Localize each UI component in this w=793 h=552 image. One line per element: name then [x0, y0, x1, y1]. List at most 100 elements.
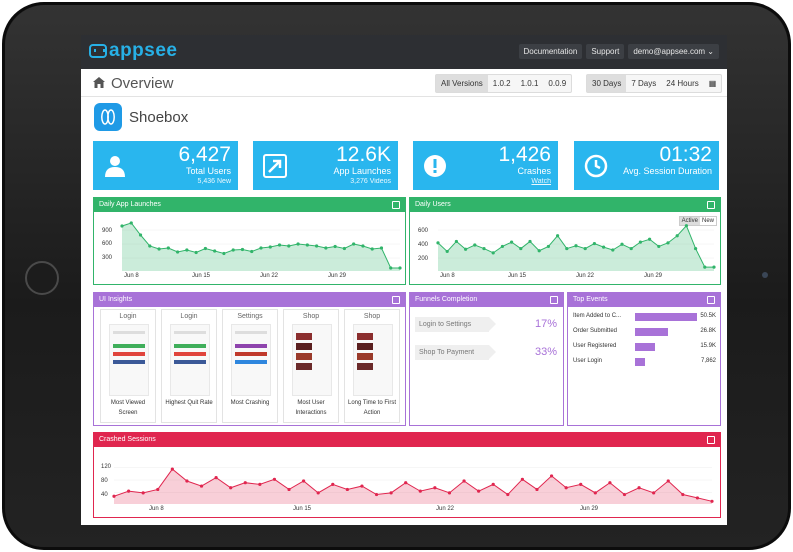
- home-button[interactable]: [25, 261, 59, 295]
- data-point[interactable]: [389, 266, 393, 270]
- data-point[interactable]: [361, 244, 365, 248]
- data-point[interactable]: [333, 244, 337, 249]
- data-point[interactable]: [681, 492, 685, 497]
- event-bar[interactable]: [635, 328, 668, 336]
- data-point[interactable]: [629, 246, 633, 251]
- data-point[interactable]: [222, 251, 226, 256]
- data-point[interactable]: [593, 491, 597, 495]
- data-point[interactable]: [185, 479, 189, 483]
- version-101-button[interactable]: 1.0.1: [520, 79, 539, 88]
- data-point[interactable]: [148, 244, 152, 248]
- data-point[interactable]: [620, 242, 624, 246]
- event-bar[interactable]: [635, 313, 697, 321]
- data-point[interactable]: [156, 487, 160, 492]
- data-point[interactable]: [506, 492, 510, 497]
- logo[interactable]: appsee: [89, 40, 177, 62]
- data-point[interactable]: [185, 248, 189, 252]
- daily-launches-chart[interactable]: [104, 216, 404, 272]
- funnel-item[interactable]: Shop To Payment: [415, 345, 496, 360]
- data-point[interactable]: [287, 244, 291, 248]
- data-point[interactable]: [622, 492, 627, 497]
- data-point[interactable]: [611, 248, 615, 252]
- data-point[interactable]: [272, 477, 277, 481]
- data-point[interactable]: [342, 246, 346, 251]
- screen-thumbnail[interactable]: Login Most Viewed Screen: [100, 309, 156, 423]
- data-point[interactable]: [666, 241, 670, 245]
- event-bar[interactable]: [635, 358, 645, 366]
- version-009-button[interactable]: 0.0.9: [548, 79, 567, 88]
- data-point[interactable]: [491, 482, 495, 486]
- account-menu[interactable]: demo@appsee.com ⌄: [628, 44, 719, 59]
- data-point[interactable]: [302, 479, 306, 483]
- external-link-icon[interactable]: [707, 296, 715, 304]
- event-bar[interactable]: [635, 343, 655, 351]
- data-point[interactable]: [194, 250, 198, 255]
- screen-thumbnail[interactable]: Settings Most Crashing: [222, 309, 278, 423]
- data-point[interactable]: [138, 233, 143, 237]
- data-point[interactable]: [648, 237, 652, 241]
- data-point[interactable]: [519, 246, 523, 251]
- data-point[interactable]: [510, 240, 514, 244]
- data-point[interactable]: [229, 486, 233, 490]
- data-point[interactable]: [445, 249, 449, 254]
- data-point[interactable]: [675, 234, 679, 238]
- data-point[interactable]: [710, 499, 714, 503]
- data-point[interactable]: [214, 476, 218, 480]
- expand-icon[interactable]: [707, 201, 715, 209]
- data-point[interactable]: [462, 479, 466, 483]
- data-point[interactable]: [250, 249, 254, 254]
- data-point[interactable]: [404, 481, 408, 485]
- range-24-hours-button[interactable]: 24 Hours: [666, 79, 699, 88]
- data-point[interactable]: [259, 246, 263, 250]
- data-point[interactable]: [141, 491, 145, 495]
- data-point[interactable]: [712, 265, 716, 269]
- data-point[interactable]: [473, 243, 477, 247]
- data-point[interactable]: [352, 242, 356, 246]
- crashed-sessions-chart[interactable]: [100, 455, 716, 505]
- range-30-days-button[interactable]: 30 Days: [587, 75, 627, 92]
- data-point[interactable]: [379, 246, 384, 250]
- data-point[interactable]: [213, 249, 217, 253]
- data-point[interactable]: [176, 250, 180, 254]
- stat-crashes[interactable]: 1,426 Crashes Watch: [413, 141, 558, 190]
- data-point[interactable]: [240, 247, 245, 252]
- data-point[interactable]: [199, 484, 204, 488]
- new-toggle[interactable]: New: [701, 218, 714, 224]
- data-point[interactable]: [231, 248, 235, 252]
- data-point[interactable]: [528, 239, 532, 244]
- stat-total-users[interactable]: 6,427 Total Users 5,436 New: [93, 141, 238, 190]
- data-point[interactable]: [638, 240, 642, 244]
- data-point[interactable]: [447, 491, 452, 495]
- data-point[interactable]: [287, 487, 291, 492]
- version-all-button[interactable]: All Versions: [436, 75, 488, 92]
- data-point[interactable]: [608, 481, 612, 485]
- data-point[interactable]: [500, 244, 504, 249]
- data-point[interactable]: [157, 247, 161, 251]
- data-point[interactable]: [170, 467, 174, 471]
- data-point[interactable]: [464, 247, 468, 251]
- data-point[interactable]: [482, 246, 486, 251]
- stat-session-duration[interactable]: 01:32 Avg. Session Duration: [574, 141, 719, 190]
- data-point[interactable]: [126, 489, 131, 493]
- documentation-link[interactable]: Documentation: [518, 44, 583, 59]
- external-link-icon[interactable]: [392, 296, 400, 304]
- data-point[interactable]: [436, 241, 440, 245]
- data-point[interactable]: [433, 486, 437, 490]
- data-point[interactable]: [535, 487, 539, 492]
- data-point[interactable]: [166, 246, 170, 250]
- data-point[interactable]: [546, 244, 550, 249]
- expand-icon[interactable]: [707, 436, 715, 444]
- data-point[interactable]: [277, 243, 282, 247]
- data-point[interactable]: [374, 492, 379, 497]
- screen-thumbnail[interactable]: Login Highest Quit Rate: [161, 309, 217, 423]
- stat-app-launches[interactable]: 12.6K App Launches 3,276 Videos: [253, 141, 398, 190]
- data-point[interactable]: [345, 487, 349, 492]
- daily-users-chart[interactable]: [420, 216, 718, 272]
- data-point[interactable]: [129, 221, 133, 225]
- expand-icon[interactable]: [392, 201, 400, 209]
- data-point[interactable]: [637, 486, 641, 490]
- data-point[interactable]: [684, 224, 688, 228]
- data-point[interactable]: [583, 246, 587, 251]
- data-point[interactable]: [491, 251, 495, 255]
- data-point[interactable]: [703, 265, 707, 269]
